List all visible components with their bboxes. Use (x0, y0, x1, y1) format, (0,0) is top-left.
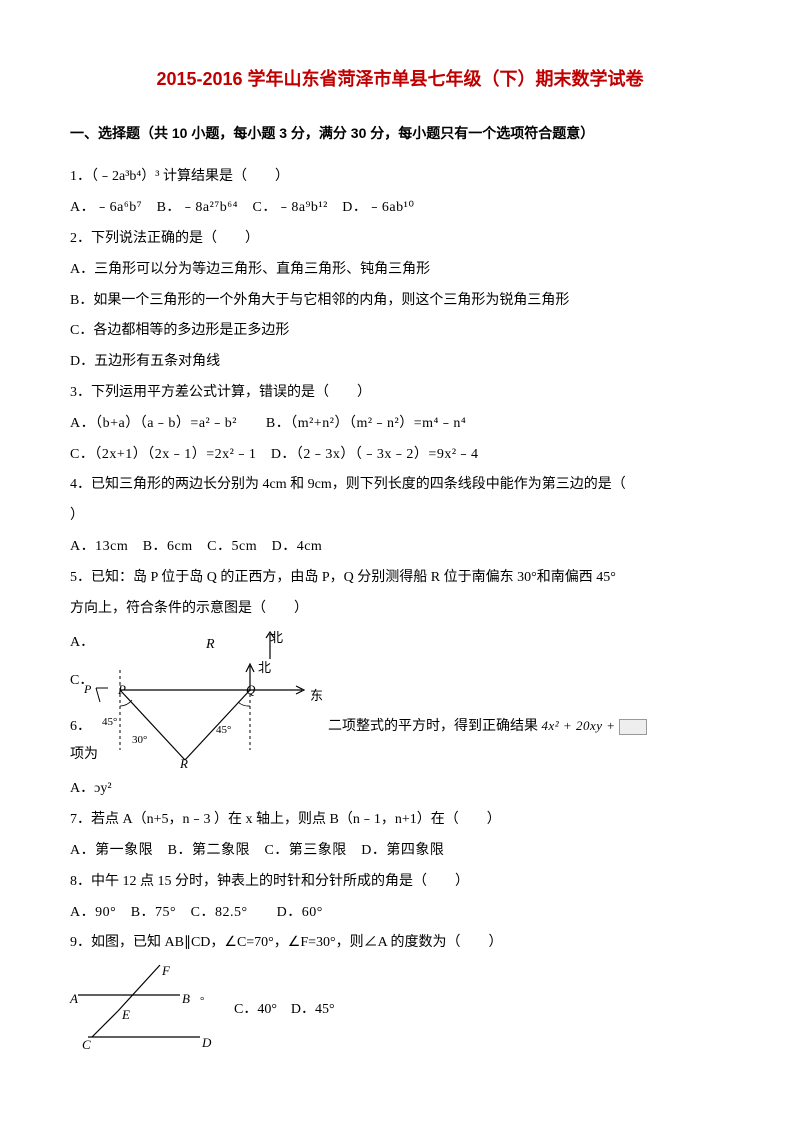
q5-stem-line2: 方向上，符合条件的示意图是（ ） (70, 594, 730, 625)
q2-opt-d: D．五边形有五条对角线 (70, 347, 730, 378)
q6-formula: 4x² + 20xy + (542, 718, 620, 733)
q7-stem: 7．若点 A（n+5，n﹣3 ）在 x 轴上，则点 B（n﹣1，n+1）在（ ） (70, 805, 730, 836)
q6-prefix: 6． (70, 712, 91, 743)
q2-opt-a: A．三角形可以分为等边三角形、直角三角形、钝角三角形 (70, 255, 730, 286)
q3-opts-cd: C．（2x+1）（2x﹣1）=2x²﹣1 D．（2﹣3x）（﹣3x﹣2）=9x²… (70, 440, 730, 471)
q9-e-label: E (122, 1001, 130, 1030)
q9-diagram-icon (70, 959, 220, 1047)
q9-b-label: B (182, 985, 190, 1014)
q5-north-label-2: 北 (258, 654, 271, 683)
q8-options: A．90° B．75° C．82.5° D．60° (70, 898, 730, 929)
q5-north-label-1: 北 (270, 624, 283, 653)
q2-opt-c: C．各边都相等的多边形是正多边形 (70, 316, 730, 347)
q1-stem: 1．（﹣2a³b⁴）³ 计算结果是（ ） (70, 162, 730, 193)
q5-angle45-right: 45° (216, 718, 231, 742)
q2-opt-b: B．如果一个三角形的一个外角大于与它相邻的内角，则这个三角形为锐角三角形 (70, 286, 730, 317)
q6-text: 二项整式的平方时，得到正确结果 (328, 719, 538, 734)
q9-a-label: A (70, 985, 78, 1014)
q4-options: A．13cm B．6cm C．5cm D．4cm (70, 532, 730, 563)
q6-blank-box-icon (619, 719, 647, 735)
q7-options: A．第一象限 B．第二象限 C．第三象限 D．第四象限 (70, 836, 730, 867)
q5-main-diagram-icon (90, 660, 330, 770)
q4-stem-line2: ） (70, 501, 730, 532)
section-1-heading: 一、选择题（共 10 小题，每小题 3 分，满分 30 分，每小题只有一个选项符… (70, 118, 730, 149)
q9-f-label: F (162, 957, 170, 986)
q8-stem: 8．中午 12 点 15 分时，钟表上的时针和分针所成的角是（ ） (70, 867, 730, 898)
q5-r-label-top: R (206, 630, 215, 661)
q9-b-dot: ° (200, 989, 204, 1013)
q9-d-label: D (202, 1029, 211, 1058)
q9-options: C．40° D．45° (220, 995, 335, 1026)
q5-q-label: Q (246, 676, 255, 705)
q5-angle45-left: 45° (102, 710, 117, 734)
q9-c-label: C (82, 1031, 91, 1060)
q3-stem: 3．下列运用平方差公式计算，错误的是（ ） (70, 378, 730, 409)
q5-east-label: 东 (310, 682, 323, 711)
q5-label-a: A． (70, 628, 94, 659)
q2-stem: 2．下列说法正确的是（ ） (70, 224, 730, 255)
q9-diagram-block: F A B E C D ° C．40° D．45° (70, 959, 730, 1049)
q5-angle30: 30° (132, 728, 147, 752)
q9-stem: 9．如图，已知 AB∥CD，∠C=70°，∠F=30°，则∠A 的度数为（ ） (70, 928, 730, 959)
q1-options: A．﹣6a⁶b⁷ B．﹣8a²⁷b⁶⁴ C．﹣8a⁹b¹² D．﹣6ab¹⁰ (70, 193, 730, 224)
q4-stem-line1: 4．已知三角形的两边长分别为 4cm 和 9cm，则下列长度的四条线段中能作为第… (70, 470, 730, 501)
exam-title: 2015-2016 学年山东省菏泽市单县七年级（下）期末数学试卷 (70, 60, 730, 100)
q6-options: A．ɔy² (70, 774, 730, 805)
q6-stem-part: 二项整式的平方时，得到正确结果 4x² + 20xy + (328, 712, 647, 743)
q5-r-label-bottom: R (180, 750, 188, 779)
q5-p-label: P (118, 676, 126, 705)
q3-opts-ab: A．（b+a）（a﹣b）=a²﹣b² B．（m²+n²）（m²﹣n²）=m⁴﹣n… (70, 409, 730, 440)
q5-p-left-label: P (84, 676, 91, 702)
q5-q6-diagram-block: A． C． 6． 项为 北 R P P Q 北 东 45° 30° 45° R (70, 624, 730, 774)
q5-stem-line1: 5．已知：岛 P 位于岛 Q 的正西方，由岛 P，Q 分别测得船 R 位于南偏东… (70, 563, 730, 594)
